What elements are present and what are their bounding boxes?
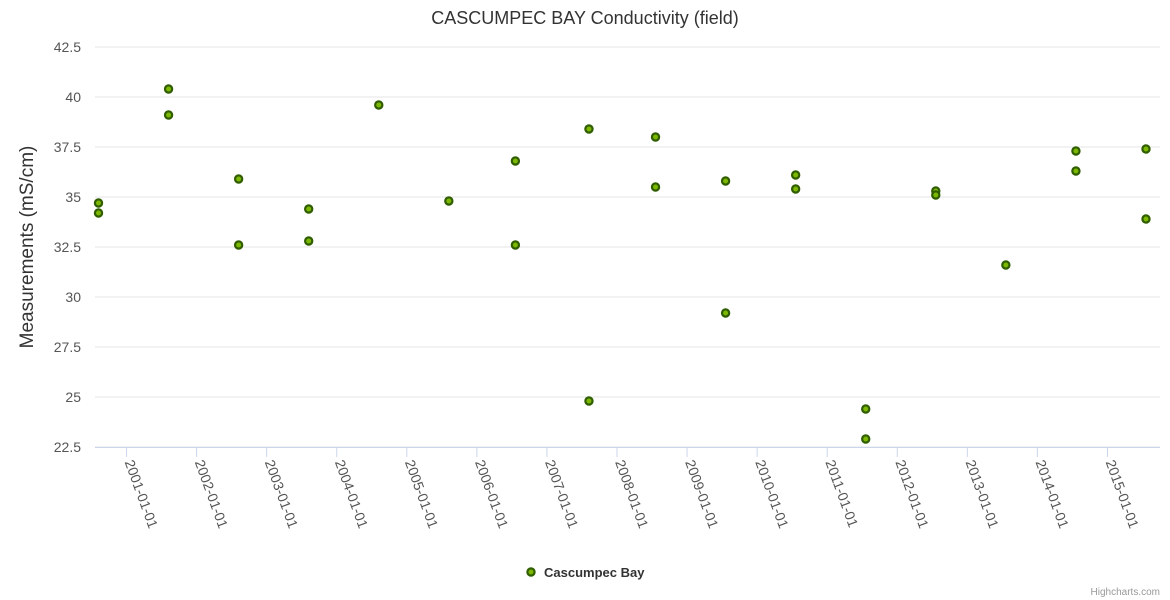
data-point[interactable] <box>1071 166 1081 176</box>
data-point[interactable] <box>720 308 731 318</box>
y-tick-label: 27.5 <box>54 339 81 355</box>
chart-title: CASCUMPEC BAY Conductivity (field) <box>431 8 738 28</box>
data-point[interactable] <box>510 240 521 250</box>
y-tick-label: 42.5 <box>54 39 81 55</box>
data-point[interactable] <box>233 240 244 250</box>
data-point[interactable] <box>650 182 661 192</box>
data-point[interactable] <box>444 196 454 206</box>
data-point[interactable] <box>790 184 801 194</box>
data-point[interactable] <box>163 110 174 120</box>
data-point[interactable] <box>861 434 871 444</box>
data-point[interactable] <box>790 170 801 180</box>
data-point[interactable] <box>584 396 594 406</box>
data-point[interactable] <box>1071 146 1081 156</box>
data-point[interactable] <box>720 176 731 186</box>
series-points[interactable] <box>93 84 1151 444</box>
y-tick-label: 22.5 <box>54 439 81 455</box>
y-axis-ticks: 22.5 25 27.5 30 32.5 35 37.5 40 42.5 <box>54 39 81 455</box>
legend-item-cascumpec-bay[interactable]: Cascumpec Bay <box>544 565 645 580</box>
data-point[interactable] <box>304 236 314 246</box>
data-point[interactable] <box>584 124 594 134</box>
data-point[interactable] <box>1001 260 1011 270</box>
y-tick-label: 30 <box>65 289 81 305</box>
legend-marker[interactable] <box>526 567 536 577</box>
data-point[interactable] <box>1141 214 1151 224</box>
y-tick-label: 35 <box>65 189 81 205</box>
y-tick-label: 32.5 <box>54 239 81 255</box>
y-axis-title: Measurements (mS/cm) <box>17 146 38 349</box>
data-point[interactable] <box>650 132 661 142</box>
data-point[interactable] <box>93 198 104 208</box>
credits-link[interactable]: Highcharts.com <box>1091 587 1160 598</box>
y-tick-label: 25 <box>65 389 81 405</box>
data-point[interactable] <box>93 208 104 218</box>
data-point[interactable] <box>510 156 521 166</box>
y-tick-label: 37.5 <box>54 139 81 155</box>
data-point[interactable] <box>233 174 244 184</box>
data-point[interactable] <box>163 84 174 94</box>
data-point[interactable] <box>304 204 314 214</box>
data-point[interactable] <box>931 190 941 200</box>
data-point[interactable] <box>861 404 871 414</box>
legend[interactable]: Cascumpec Bay <box>526 565 645 580</box>
data-point[interactable] <box>1141 144 1151 154</box>
y-tick-label: 40 <box>65 89 81 105</box>
data-point[interactable] <box>374 100 384 110</box>
